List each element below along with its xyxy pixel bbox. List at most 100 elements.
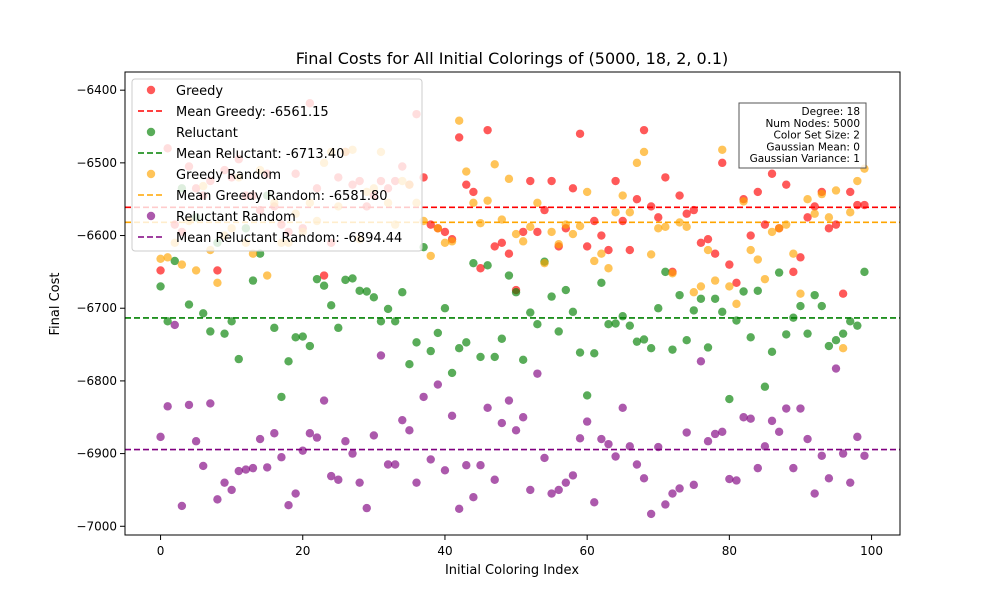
point-s1-86 — [767, 347, 777, 357]
point-s2-56 — [554, 240, 563, 249]
point-s1-57 — [561, 285, 571, 295]
point-s1-28 — [355, 286, 364, 295]
point-s0-75 — [689, 205, 699, 215]
point-s1-76 — [696, 294, 706, 303]
x-tick-label: 60 — [580, 544, 595, 558]
point-s1-29 — [362, 287, 371, 296]
point-s0-77 — [703, 234, 713, 244]
point-s3-84 — [753, 463, 762, 473]
point-s2-13 — [248, 249, 258, 258]
legend-marker — [146, 127, 156, 137]
point-s2-47 — [490, 160, 499, 169]
point-s2-3 — [177, 260, 187, 269]
point-s3-23 — [319, 396, 329, 405]
point-s3-80 — [725, 474, 734, 484]
point-s2-81 — [732, 299, 741, 309]
point-s1-34 — [398, 288, 407, 297]
point-s3-13 — [248, 463, 258, 473]
point-s2-97 — [846, 208, 855, 217]
point-s1-49 — [504, 271, 514, 280]
point-s3-28 — [355, 478, 364, 487]
point-s2-82 — [739, 197, 748, 206]
point-s1-92 — [810, 290, 819, 300]
point-s0-66 — [625, 245, 635, 255]
point-s1-31 — [376, 317, 386, 326]
point-s3-86 — [767, 416, 777, 426]
point-s0-92 — [810, 202, 819, 211]
point-s1-87 — [774, 268, 784, 277]
point-s1-17 — [277, 392, 286, 402]
legend-label: Greedy Random — [176, 168, 281, 183]
point-s3-34 — [398, 415, 407, 425]
point-s3-93 — [817, 451, 826, 460]
point-s0-8 — [213, 266, 222, 275]
point-s2-70 — [654, 224, 663, 233]
plot-frame — [124, 71, 901, 536]
point-s1-64 — [611, 319, 620, 328]
point-s0-23 — [319, 271, 329, 280]
point-s1-84 — [753, 286, 762, 295]
point-s3-48 — [497, 418, 507, 428]
point-s3-47 — [490, 475, 499, 484]
point-s0-40 — [440, 227, 450, 237]
point-s3-10 — [227, 485, 236, 495]
info-box-line: Gaussian Variance: 1 — [750, 153, 860, 165]
point-s3-29 — [362, 503, 371, 513]
point-s1-71 — [661, 267, 670, 277]
point-s0-47 — [490, 242, 499, 251]
point-s1-98 — [853, 321, 862, 330]
point-s1-85 — [760, 382, 770, 391]
point-s3-44 — [469, 493, 478, 502]
point-s1-44 — [469, 258, 478, 268]
info-box-line: Num Nodes: 5000 — [765, 118, 860, 130]
point-s0-0 — [156, 266, 165, 275]
point-s2-59 — [575, 221, 585, 231]
point-s3-25 — [334, 475, 343, 484]
point-s0-78 — [710, 249, 720, 258]
point-s2-90 — [796, 289, 805, 298]
point-s3-54 — [540, 453, 549, 463]
point-s1-21 — [305, 341, 315, 351]
point-s0-97 — [846, 187, 855, 197]
point-s2-92 — [810, 209, 819, 218]
point-s2-86 — [767, 227, 777, 237]
point-s3-39 — [433, 380, 443, 389]
point-s2-89 — [789, 249, 798, 258]
point-s0-74 — [682, 209, 691, 218]
point-s1-6 — [199, 309, 208, 318]
point-s2-39 — [433, 224, 443, 233]
point-s0-58 — [568, 184, 578, 193]
point-s3-69 — [646, 509, 656, 519]
legend-marker — [146, 169, 156, 179]
legend-marker — [146, 211, 156, 221]
point-s3-55 — [547, 489, 556, 498]
y-tick-label: −6600 — [76, 229, 117, 243]
point-s1-61 — [590, 349, 599, 358]
point-s3-14 — [255, 434, 265, 444]
point-s3-52 — [526, 485, 535, 495]
point-s1-73 — [675, 290, 684, 300]
point-s0-63 — [604, 245, 613, 255]
point-s2-80 — [725, 282, 734, 291]
point-s2-83 — [746, 245, 755, 255]
point-s2-88 — [782, 220, 791, 229]
point-s3-42 — [454, 504, 464, 514]
point-s0-43 — [462, 180, 471, 189]
point-s1-23 — [319, 281, 329, 290]
point-s2-43 — [462, 167, 471, 176]
point-s3-64 — [611, 452, 620, 461]
point-s0-79 — [718, 158, 727, 168]
point-s1-52 — [526, 308, 535, 317]
point-s3-36 — [412, 478, 421, 487]
legend-label: Mean Reluctant Random: -6894.44 — [176, 231, 402, 246]
point-s0-52 — [526, 176, 535, 186]
point-s1-95 — [831, 336, 841, 345]
point-s1-33 — [390, 317, 400, 326]
legend-label: Greedy — [176, 84, 223, 99]
point-s2-94 — [824, 213, 834, 222]
x-tick-label: 40 — [437, 544, 452, 558]
point-s3-50 — [511, 426, 521, 435]
point-s0-80 — [725, 260, 734, 269]
point-s1-62 — [597, 278, 606, 287]
